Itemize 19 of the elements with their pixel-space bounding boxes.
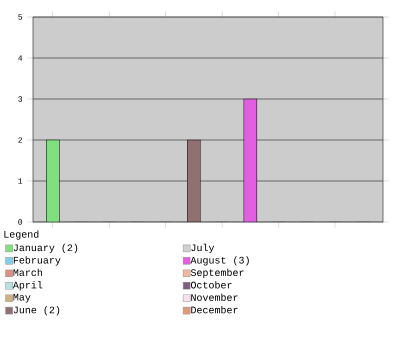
legend-label: May (13, 294, 31, 303)
legend-label: January (2) (14, 244, 78, 254)
y-tick-label: 4 (18, 55, 22, 61)
legend-label: April (12, 281, 42, 290)
legend-label: September (190, 268, 244, 278)
y-tick-label: 2 (18, 137, 22, 143)
legend-title: Legend (4, 230, 38, 240)
legend-label: March (13, 268, 42, 276)
legend-label: October (190, 281, 232, 288)
legend-label: June (2) (14, 306, 60, 316)
y-tick-label: 5 (18, 14, 22, 20)
y-tick-label: 1 (18, 178, 22, 184)
y-tick-label: 3 (18, 96, 22, 102)
legend-label: July (191, 244, 214, 254)
legend-label: December (191, 306, 238, 314)
legend-label: August (3) (190, 256, 249, 266)
legend-label: February (14, 256, 61, 266)
y-tick-label: 0 (18, 219, 22, 225)
legend-label: November (191, 294, 238, 301)
